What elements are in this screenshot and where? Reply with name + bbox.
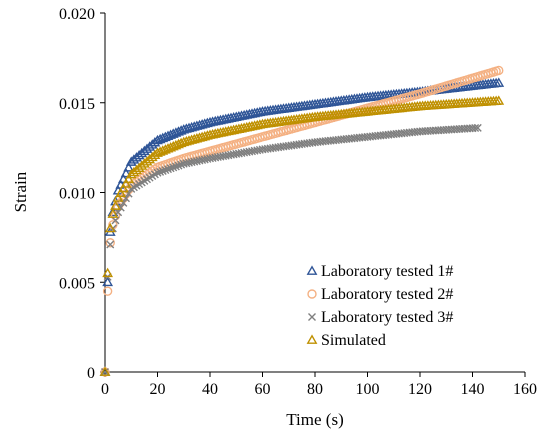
y-tick-label: 0.010 (59, 186, 95, 203)
data-point (164, 165, 172, 174)
legend-item-2: Laboratory tested 2# (307, 286, 453, 303)
data-point (105, 238, 115, 248)
series-4 (99, 95, 505, 376)
legend-item-3: Laboratory tested 3# (308, 309, 453, 326)
data-point (153, 168, 162, 177)
data-point (471, 124, 480, 133)
data-point (107, 208, 119, 218)
data-point (117, 173, 129, 184)
plot-area (104, 13, 525, 373)
legend-label-simulated: Simulated (321, 332, 386, 349)
x-tick-label: 0 (101, 381, 109, 398)
data-point (120, 178, 132, 188)
y-tick-label: 0.020 (59, 6, 95, 23)
legend-marker-lab3-icon (308, 313, 316, 321)
data-point (169, 163, 178, 172)
data-point (493, 95, 505, 105)
legend-item-1: Laboratory tested 1# (306, 263, 453, 280)
legend-label-lab1: Laboratory tested 1# (321, 263, 453, 280)
legend-marker (307, 289, 317, 299)
y-axis-title: Strain (11, 171, 30, 212)
x-axis-title: Time (s) (286, 410, 343, 429)
data-point (102, 276, 114, 287)
data-point (99, 366, 111, 376)
legend-item-4: Simulated (306, 332, 386, 349)
legend-marker-simulated-icon (306, 334, 318, 344)
data-point (117, 182, 129, 193)
legend: Laboratory tested 1# Laboratory tested 2… (306, 263, 453, 349)
legend-marker-lab1-icon (306, 265, 318, 275)
x-tick-label: 80 (307, 381, 323, 398)
data-point (158, 166, 167, 175)
tick-labels: 0 20 40 60 80 100 120 140 160 0 0.005 0.010 0.015 0.0… (59, 6, 537, 398)
axis-ticks (100, 12, 526, 377)
x-tick-label: 20 (150, 381, 166, 398)
series-3 (101, 123, 482, 376)
data-point (171, 162, 180, 171)
legend-marker (308, 313, 316, 321)
series-2 (100, 65, 504, 377)
y-tick-label: 0 (87, 365, 95, 382)
x-tick-label: 120 (408, 381, 432, 398)
data-point (494, 65, 504, 76)
y-tick-label: 0.005 (59, 275, 95, 292)
legend-marker-lab2-icon (307, 289, 317, 299)
y-tick-label: 0.015 (59, 96, 95, 113)
data-point (166, 164, 175, 173)
data-point (493, 77, 505, 87)
x-tick-label: 60 (255, 381, 271, 398)
legend-label-lab2: Laboratory tested 2# (321, 286, 453, 303)
series-layer (99, 65, 505, 377)
legend-label-lab3: Laboratory tested 3# (321, 309, 453, 326)
data-point (115, 187, 127, 198)
data-point (111, 216, 120, 225)
data-point (156, 167, 165, 176)
legend-marker (306, 265, 318, 275)
x-tick-label: 100 (356, 381, 380, 398)
data-point (110, 200, 121, 210)
data-point (112, 192, 124, 202)
data-point (174, 161, 183, 170)
data-point (123, 173, 135, 184)
data-point (161, 166, 170, 175)
data-point (120, 167, 132, 178)
data-point (123, 162, 135, 172)
data-point (101, 368, 109, 376)
x-tick-label: 40 (202, 381, 218, 398)
x-tick-label: 140 (461, 381, 485, 398)
data-point (102, 286, 113, 296)
data-point (102, 267, 114, 278)
data-point (116, 203, 125, 212)
data-point (104, 222, 116, 233)
data-point (473, 123, 482, 132)
x-tick-label: 160 (513, 381, 537, 398)
legend-marker (306, 334, 318, 344)
data-point (106, 240, 115, 249)
